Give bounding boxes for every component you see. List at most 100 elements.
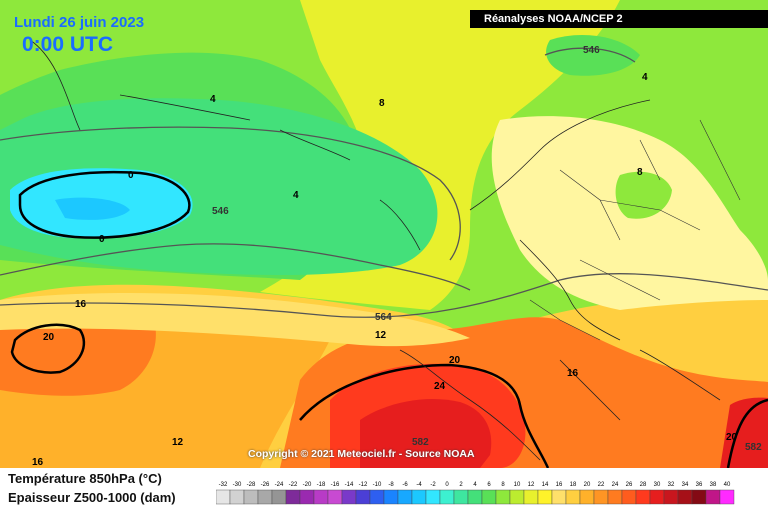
thickness-label: 582 bbox=[745, 442, 762, 453]
scale-tick-label: 18 bbox=[570, 482, 577, 488]
contour-label: 20 bbox=[726, 432, 738, 443]
contour-label: 0 bbox=[128, 170, 134, 181]
contour-label: 4 bbox=[293, 190, 299, 201]
source-banner: Réanalyses NOAA/NCEP 2 bbox=[470, 10, 768, 28]
scale-swatch bbox=[355, 489, 371, 505]
scale-swatch bbox=[705, 489, 721, 505]
contour-label: 8 bbox=[379, 98, 385, 109]
thickness-line-546 bbox=[0, 243, 471, 291]
scale-tick-label: 10 bbox=[514, 482, 521, 488]
temperature-850-map: 0 0 4 4 4 8 8 12 12 16 16 16 20 20 20 24… bbox=[0, 0, 768, 468]
scale-tick-label: 0 bbox=[445, 482, 449, 488]
scale-tick-label: -30 bbox=[233, 482, 242, 488]
scale-swatch bbox=[481, 489, 497, 505]
scale-swatch bbox=[719, 489, 735, 505]
scale-tick-label: 26 bbox=[626, 482, 633, 488]
scale-swatch bbox=[565, 489, 581, 505]
scale-swatch bbox=[523, 489, 539, 505]
contour-label: 8 bbox=[637, 167, 643, 178]
scale-tick-label: 20 bbox=[584, 482, 591, 488]
contour-label: 24 bbox=[434, 381, 446, 392]
scale-swatch bbox=[341, 489, 357, 505]
contour-label: 4 bbox=[642, 72, 648, 83]
scale-tick-label: 38 bbox=[710, 482, 717, 488]
map-time: 0:00 UTC bbox=[22, 33, 114, 56]
thickness-label: 564 bbox=[375, 312, 392, 323]
zone-cool-patch-east bbox=[615, 171, 672, 219]
scale-swatch bbox=[383, 489, 399, 505]
contour-label: 20 bbox=[43, 332, 55, 343]
scale-swatch bbox=[397, 489, 413, 505]
scale-swatch bbox=[649, 489, 665, 505]
scale-swatch bbox=[551, 489, 567, 505]
scale-swatch bbox=[691, 489, 707, 505]
scale-tick-label: 22 bbox=[598, 482, 605, 488]
scale-tick-label: 8 bbox=[501, 482, 505, 488]
scale-tick-label: -28 bbox=[247, 482, 256, 488]
scale-swatch bbox=[271, 489, 287, 505]
contour-label: 20 bbox=[449, 355, 461, 366]
contour-20-atlantic bbox=[10, 323, 86, 374]
color-scale: -32 -30 -28 -26 -24 -22 -20 -18 -16 -14 -12 -10 -8 -6… bbox=[216, 482, 735, 505]
scale-tick-label: -6 bbox=[402, 482, 408, 488]
scale-tick-label: -32 bbox=[219, 482, 228, 488]
scale-tick-label: 28 bbox=[640, 482, 647, 488]
scale-tick-label: 4 bbox=[473, 482, 477, 488]
credit-text: Copyright © 2021 Meteociel.fr - Source N… bbox=[248, 448, 475, 460]
scale-tick-label: 30 bbox=[654, 482, 661, 488]
thickness-label: 582 bbox=[412, 437, 429, 448]
contour-zero bbox=[18, 170, 191, 239]
country-borders bbox=[529, 119, 741, 341]
contour-label: 12 bbox=[375, 330, 387, 341]
scale-tick-label: 24 bbox=[612, 482, 619, 488]
coastlines bbox=[29, 39, 721, 461]
scale-swatch bbox=[621, 489, 637, 505]
scale-swatch bbox=[313, 489, 329, 505]
scale-tick-label: -16 bbox=[331, 482, 340, 488]
scale-swatch bbox=[285, 489, 301, 505]
scale-swatch bbox=[509, 489, 525, 505]
scale-tick-label: -18 bbox=[317, 482, 326, 488]
scale-swatch bbox=[411, 489, 427, 505]
scale-swatch bbox=[677, 489, 693, 505]
scale-tick-label: 34 bbox=[682, 482, 689, 488]
thickness-contour-labels: 546 546 564 582 582 bbox=[212, 45, 762, 453]
contour-label: 4 bbox=[210, 94, 216, 105]
scale-swatch bbox=[495, 489, 511, 505]
scale-swatch bbox=[229, 489, 245, 505]
thickness-line-546-north bbox=[0, 126, 461, 261]
contour-20-east bbox=[726, 398, 768, 468]
scale-swatch bbox=[439, 489, 455, 505]
scale-tick-label: -10 bbox=[373, 482, 382, 488]
map-date: Lundi 26 juin 2023 bbox=[14, 14, 145, 31]
scale-tick-label: 14 bbox=[542, 482, 549, 488]
scale-swatch bbox=[635, 489, 651, 505]
scale-swatch bbox=[593, 489, 609, 505]
scale-tick-label: -26 bbox=[261, 482, 270, 488]
zone-cold-greenland-core bbox=[55, 197, 130, 220]
thickness-label: 546 bbox=[583, 45, 600, 56]
scale-tick-label: 6 bbox=[487, 482, 491, 488]
scale-swatch bbox=[327, 489, 343, 505]
contour-label: 16 bbox=[567, 368, 579, 379]
contour-label: 16 bbox=[75, 299, 87, 310]
scale-swatch bbox=[299, 489, 315, 505]
scale-swatch bbox=[216, 489, 231, 505]
zone-hot-core bbox=[360, 399, 492, 468]
scale-tick-label: 16 bbox=[556, 482, 563, 488]
scale-swatch bbox=[425, 489, 441, 505]
scale-tick-label: 40 bbox=[724, 482, 731, 488]
scale-swatch bbox=[243, 489, 259, 505]
scale-tick-label: -8 bbox=[388, 482, 394, 488]
contour-label: 16 bbox=[32, 457, 44, 468]
scale-tick-label: -22 bbox=[289, 482, 298, 488]
legend-title-thickness: Epaisseur Z500-1000 (dam) bbox=[8, 490, 176, 505]
thickness-line-564 bbox=[0, 273, 768, 318]
temperature-contour-labels: 0 0 4 4 4 8 8 12 12 16 16 16 20 20 20 24 bbox=[32, 72, 738, 468]
contour-24-iberia bbox=[299, 363, 550, 468]
contour-label: 0 bbox=[99, 234, 105, 245]
scale-tick-label: -20 bbox=[303, 482, 312, 488]
legend-title-temperature: Température 850hPa (°C) bbox=[8, 471, 162, 486]
scale-tick-label: -4 bbox=[416, 482, 422, 488]
